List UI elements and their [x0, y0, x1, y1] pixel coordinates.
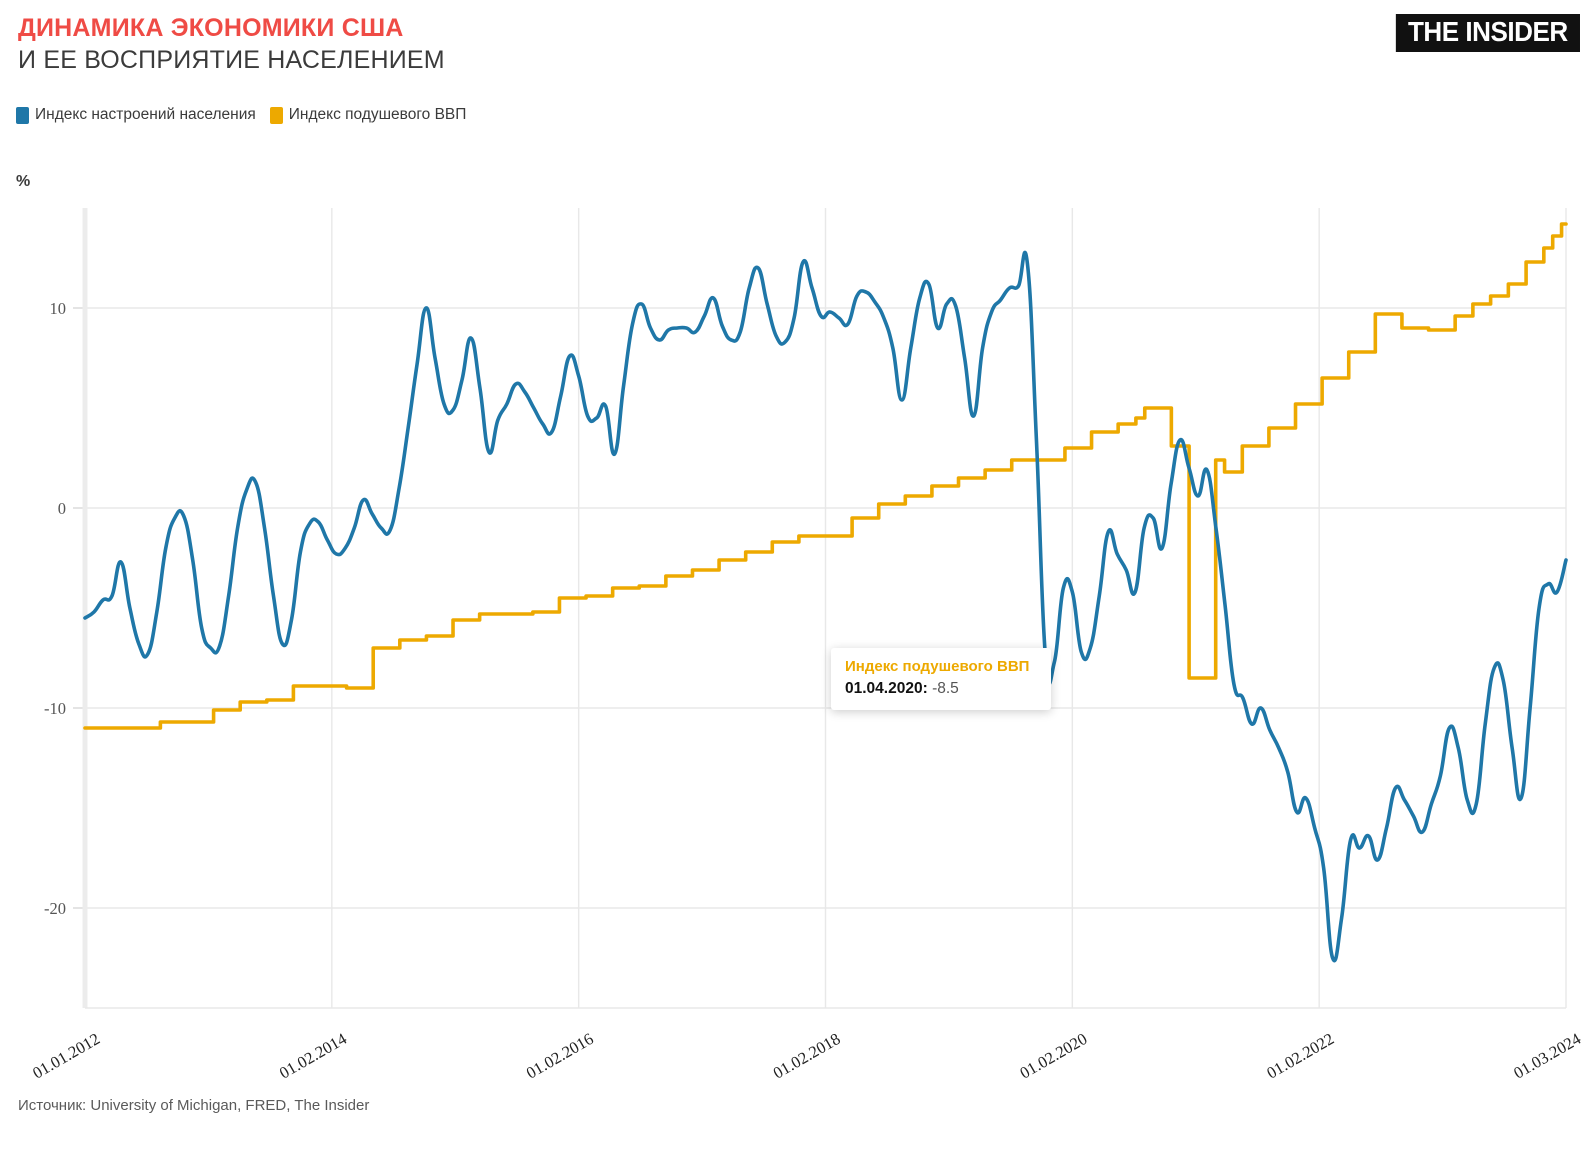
y-tick-label: 10: [50, 299, 67, 318]
tooltip-series-name: Индекс подушевого ВВП: [845, 658, 1030, 675]
y-axis-unit-label: %: [16, 173, 30, 190]
legend-label-gdp: Индекс подушевого ВВП: [288, 106, 467, 123]
legend-swatch-orange: [269, 106, 283, 124]
series-line-sentiment[interactable]: [83, 250, 1568, 963]
x-tick-label: 01.02.2022: [1263, 1029, 1337, 1083]
page-title: ДИНАМИКА ЭКОНОМИКИ США: [18, 14, 404, 42]
x-tick-label: 01.02.2014: [276, 1029, 350, 1083]
x-tick-label: 01.02.2016: [523, 1029, 597, 1083]
y-tick-label: -10: [44, 699, 66, 718]
y-tick-label: 0: [58, 499, 66, 518]
chart-tooltip: Индекс подушевого ВВП 01.04.2020: -8.5: [831, 648, 1051, 710]
legend-swatch-blue: [16, 106, 29, 124]
chart-legend: Индекс настроений населения Индекс подуш…: [16, 106, 466, 124]
legend-item-sentiment[interactable]: Индекс настроений населения: [16, 106, 256, 124]
x-tick-label: 01.02.2018: [770, 1029, 844, 1083]
the-insider-logo: THE INSIDER: [1395, 14, 1580, 52]
x-tick-label: 01.03.2024: [1510, 1029, 1584, 1083]
legend-label-sentiment: Индекс настроений населения: [35, 106, 256, 123]
source-note: Источник: University of Michigan, FRED, …: [18, 1097, 370, 1114]
tooltip-date: 01.04.2020:: [845, 680, 928, 697]
x-tick-label: 01.01.2012: [29, 1029, 103, 1083]
x-tick-label: 01.02.2020: [1017, 1029, 1091, 1083]
tooltip-value: -8.5: [932, 680, 959, 697]
legend-item-gdp[interactable]: Индекс подушевого ВВП: [269, 106, 467, 124]
page-subtitle: И ЕЕ ВОСПРИЯТИЕ НАСЕЛЕНИЕМ: [18, 45, 445, 74]
chart-header: ДИНАМИКА ЭКОНОМИКИ США И ЕЕ ВОСПРИЯТИЕ Н…: [18, 14, 1318, 75]
y-tick-label: -20: [44, 899, 66, 918]
tooltip-value-row: 01.04.2020: -8.5: [845, 680, 1037, 698]
series-line-gdp[interactable]: [83, 222, 1568, 730]
